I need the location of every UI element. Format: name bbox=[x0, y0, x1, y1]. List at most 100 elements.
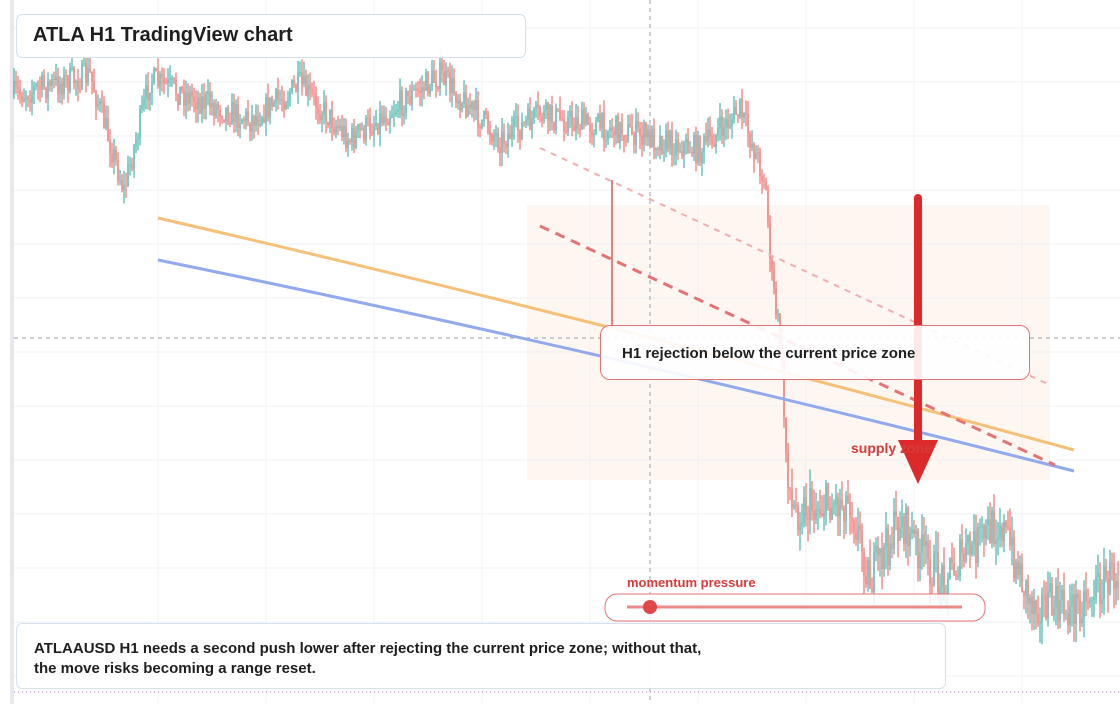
candle-body bbox=[51, 78, 53, 86]
candle-body bbox=[821, 513, 823, 517]
candle-body bbox=[189, 91, 191, 104]
candle-body bbox=[785, 417, 787, 453]
candle-body bbox=[427, 72, 429, 94]
candle-body bbox=[177, 94, 179, 106]
candle-body bbox=[819, 509, 821, 514]
candle-body bbox=[557, 108, 559, 111]
candle-body bbox=[487, 114, 489, 132]
candle-body bbox=[671, 130, 673, 156]
candle-body bbox=[485, 111, 487, 115]
candle-body bbox=[477, 100, 479, 128]
candle-body bbox=[25, 96, 27, 99]
candle-body bbox=[209, 92, 211, 108]
candle-body bbox=[123, 184, 125, 190]
candle-body bbox=[869, 559, 871, 589]
candle-body bbox=[117, 160, 119, 181]
candle-body bbox=[1029, 597, 1031, 604]
candle-body bbox=[737, 114, 739, 117]
candle-body bbox=[153, 68, 155, 84]
candle-body bbox=[747, 114, 749, 134]
candle-body bbox=[205, 94, 207, 109]
candle-body bbox=[329, 109, 331, 126]
candle-body bbox=[1017, 561, 1019, 575]
candle-body bbox=[663, 151, 665, 154]
candle-body bbox=[227, 107, 229, 123]
trendline-dark bbox=[539, 224, 1056, 467]
candle-body bbox=[59, 83, 61, 94]
candle-body bbox=[1061, 589, 1063, 600]
candle-body bbox=[211, 103, 213, 108]
candle-body bbox=[507, 133, 509, 148]
candle-body bbox=[359, 124, 361, 130]
candle-body bbox=[831, 507, 833, 520]
candles bbox=[13, 48, 1119, 645]
candle-body bbox=[541, 116, 543, 122]
candle-body bbox=[1059, 599, 1061, 621]
candle-body bbox=[569, 110, 571, 118]
candle-body bbox=[333, 128, 335, 133]
candle-body bbox=[627, 123, 629, 142]
candle-body bbox=[603, 112, 605, 141]
candle-body bbox=[383, 116, 385, 124]
candle-body bbox=[771, 259, 773, 270]
candle-body bbox=[723, 126, 725, 136]
candle-body bbox=[145, 85, 147, 98]
candle-body bbox=[71, 67, 73, 69]
supply-label: supply zone bbox=[851, 440, 932, 456]
candle-body bbox=[47, 81, 49, 99]
candle-body bbox=[959, 539, 961, 576]
candle-body bbox=[549, 105, 551, 121]
candle-body bbox=[553, 122, 555, 130]
candle-body bbox=[741, 98, 743, 118]
candle-body bbox=[587, 113, 589, 125]
candle-body bbox=[753, 143, 755, 160]
candle-body bbox=[197, 97, 199, 110]
candle-body bbox=[855, 532, 857, 540]
candle-body bbox=[385, 116, 387, 123]
candle-body bbox=[605, 139, 607, 141]
candle-body bbox=[1057, 586, 1059, 621]
candle-body bbox=[761, 176, 763, 181]
candle-body bbox=[37, 84, 39, 87]
candle-body bbox=[1071, 594, 1073, 606]
candle-body bbox=[613, 131, 615, 136]
candle-body bbox=[91, 71, 93, 82]
candle-body bbox=[347, 140, 349, 148]
candle-body bbox=[289, 93, 291, 100]
zone-box: H1 rejection below the current price zon… bbox=[600, 325, 1030, 380]
candle-body bbox=[1019, 562, 1021, 575]
candle-body bbox=[875, 546, 877, 552]
candle-body bbox=[655, 148, 657, 151]
candle-body bbox=[963, 553, 965, 562]
candle-body bbox=[863, 552, 865, 577]
candle-body bbox=[525, 120, 527, 123]
candle-body bbox=[527, 108, 529, 121]
candle-body bbox=[647, 129, 649, 138]
candle-body bbox=[409, 96, 411, 105]
candle-body bbox=[337, 126, 339, 128]
candle-body bbox=[65, 74, 67, 77]
candle-body bbox=[67, 76, 69, 92]
candle-body bbox=[929, 558, 931, 585]
candle-body bbox=[217, 104, 219, 110]
candle-body bbox=[813, 511, 815, 520]
candle-body bbox=[475, 100, 477, 111]
candle-body bbox=[811, 487, 813, 512]
candle-body bbox=[607, 131, 609, 140]
candle-body bbox=[377, 123, 379, 134]
candle-body bbox=[81, 63, 83, 90]
candle-body bbox=[683, 142, 685, 157]
candle-body bbox=[597, 114, 599, 122]
candle-body bbox=[911, 529, 913, 534]
candle-body bbox=[291, 80, 293, 94]
candle-body bbox=[215, 104, 217, 117]
candle-body bbox=[555, 108, 557, 130]
candle-body bbox=[913, 529, 915, 535]
candle-body bbox=[633, 134, 635, 145]
candle-body bbox=[447, 70, 449, 73]
candle-body bbox=[495, 133, 497, 135]
candle-body bbox=[127, 164, 129, 186]
candle-body bbox=[183, 90, 185, 106]
candle-body bbox=[637, 120, 639, 128]
candle-body bbox=[769, 222, 771, 260]
